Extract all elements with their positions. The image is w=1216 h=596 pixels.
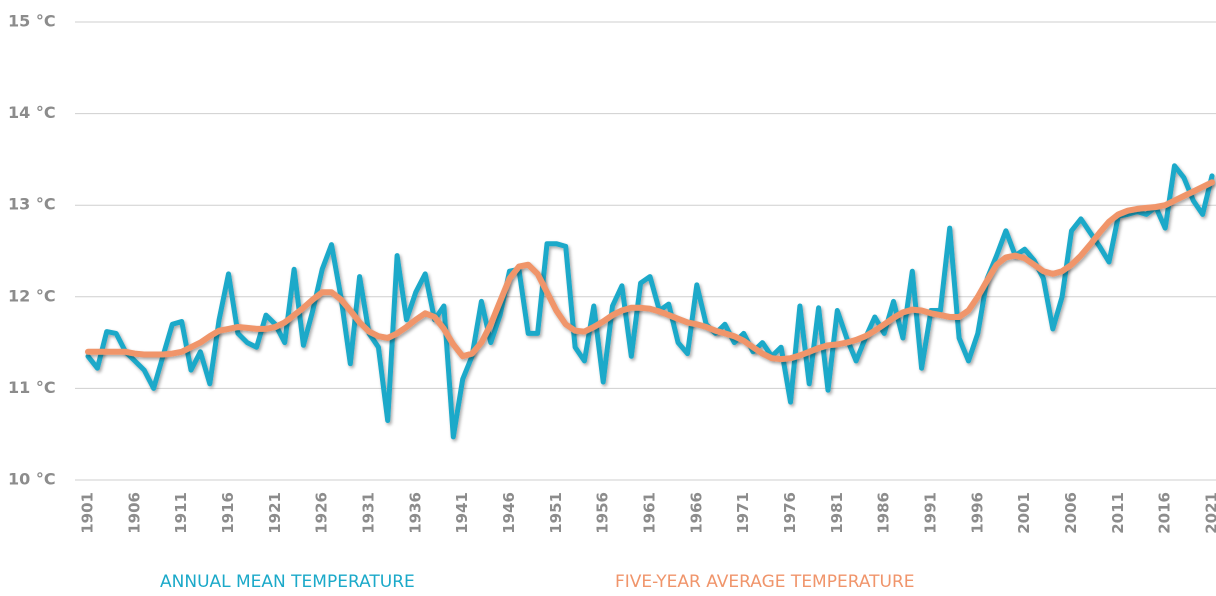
x-tick-label: 1901	[79, 492, 97, 534]
x-tick-label: 1921	[266, 492, 284, 534]
y-tick-label: 14 °C	[8, 103, 56, 122]
x-tick-label: 1951	[547, 492, 565, 534]
x-tick-label: 1911	[172, 492, 190, 534]
x-tick-label: 1956	[594, 492, 612, 534]
legend-label: FIVE-YEAR AVERAGE TEMPERATURE	[615, 572, 915, 592]
x-tick-label: 1986	[875, 492, 893, 534]
y-tick-label: 13 °C	[8, 195, 56, 214]
x-tick-label: 1946	[500, 492, 518, 534]
x-tick-label: 1991	[922, 492, 940, 534]
x-tick-label: 1936	[406, 492, 424, 534]
data-line	[85, 163, 1215, 440]
x-tick-label: 1976	[781, 492, 799, 534]
y-tick-label: 15 °C	[8, 12, 56, 31]
y-tick-label: 11 °C	[8, 378, 56, 397]
y-tick-label: 12 °C	[8, 286, 56, 305]
x-tick-label: 1941	[453, 492, 471, 534]
x-tick-label: 1961	[641, 492, 659, 534]
x-tick-label: 2011	[1109, 492, 1127, 534]
x-tick-label: 1971	[734, 492, 752, 534]
x-tick-label: 2001	[1015, 492, 1033, 534]
y-tick-label: 10 °C	[8, 470, 56, 489]
x-tick-label: 1931	[360, 492, 378, 534]
data-line	[85, 179, 1215, 363]
x-tick-label: 2006	[1062, 492, 1080, 534]
x-tick-label: 1916	[219, 492, 237, 534]
x-tick-label: 1926	[313, 492, 331, 534]
x-tick-label: 1981	[828, 492, 846, 534]
x-tick-label: 2016	[1156, 492, 1174, 534]
legend-label: ANNUAL MEAN TEMPERATURE	[160, 572, 415, 592]
x-tick-label: 1996	[968, 492, 986, 534]
x-tick-label: 2021	[1203, 492, 1216, 534]
x-tick-label: 1966	[687, 492, 705, 534]
x-tick-label: 1906	[125, 492, 143, 534]
